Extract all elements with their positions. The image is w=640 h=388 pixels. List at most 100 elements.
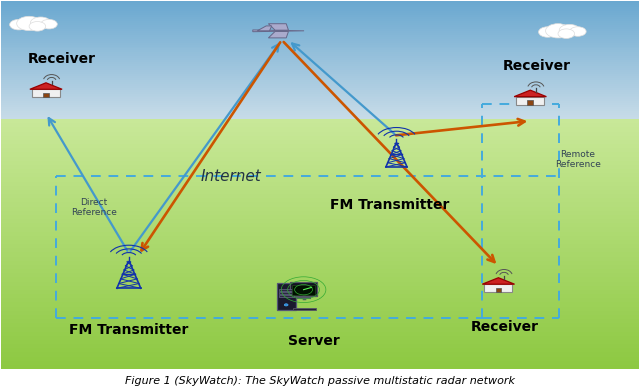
Bar xyxy=(1,232,639,236)
Circle shape xyxy=(30,17,51,29)
Bar xyxy=(1,323,639,327)
Bar xyxy=(1,152,639,157)
Bar xyxy=(1,52,639,54)
Bar xyxy=(1,194,639,198)
Bar xyxy=(1,84,639,86)
Circle shape xyxy=(10,19,28,30)
Bar xyxy=(1,223,639,227)
Bar xyxy=(1,7,639,9)
Bar xyxy=(1,115,639,117)
Bar xyxy=(1,294,639,298)
Bar xyxy=(1,68,639,70)
Bar xyxy=(1,23,639,25)
Bar xyxy=(1,80,639,82)
Bar xyxy=(1,332,639,336)
Bar xyxy=(1,165,639,169)
Bar xyxy=(1,336,639,340)
Bar xyxy=(1,298,639,303)
Circle shape xyxy=(545,24,570,38)
Bar xyxy=(1,117,639,119)
Bar xyxy=(1,50,639,52)
Bar xyxy=(1,206,639,211)
Bar xyxy=(1,15,639,17)
Bar xyxy=(1,66,639,68)
Text: FM Transmitter: FM Transmitter xyxy=(330,198,450,212)
Bar xyxy=(1,97,639,99)
Polygon shape xyxy=(30,83,62,89)
Bar xyxy=(1,215,639,219)
Bar xyxy=(1,101,639,103)
Bar xyxy=(1,236,639,240)
FancyBboxPatch shape xyxy=(276,283,296,310)
Bar xyxy=(1,13,639,15)
Circle shape xyxy=(570,27,586,36)
Bar xyxy=(1,261,639,265)
Bar xyxy=(1,198,639,203)
Bar xyxy=(1,113,639,115)
Bar xyxy=(1,27,639,29)
Text: FM Transmitter: FM Transmitter xyxy=(69,323,189,337)
Bar xyxy=(1,357,639,361)
FancyBboxPatch shape xyxy=(290,282,317,296)
Bar xyxy=(495,288,501,292)
Polygon shape xyxy=(514,90,547,97)
Text: Figure 1 (SkyWatch): The SkyWatch passive multistatic radar network: Figure 1 (SkyWatch): The SkyWatch passiv… xyxy=(125,376,515,386)
Bar xyxy=(1,344,639,348)
Bar xyxy=(1,95,639,97)
Bar xyxy=(1,311,639,315)
Bar xyxy=(1,348,639,352)
Bar xyxy=(1,35,639,37)
FancyBboxPatch shape xyxy=(278,295,294,297)
Bar xyxy=(1,148,639,152)
Text: Receiver: Receiver xyxy=(502,59,571,73)
Bar xyxy=(1,2,639,3)
Bar xyxy=(1,92,639,94)
Bar xyxy=(527,100,533,105)
Bar xyxy=(1,157,639,161)
Bar xyxy=(1,94,639,95)
Bar xyxy=(1,211,639,215)
Bar xyxy=(1,74,639,76)
Circle shape xyxy=(284,304,288,306)
Bar xyxy=(1,253,639,256)
Bar xyxy=(1,111,639,113)
Bar xyxy=(1,21,639,23)
Bar xyxy=(1,64,639,66)
Polygon shape xyxy=(257,26,272,31)
Bar xyxy=(1,70,639,72)
Text: Internet: Internet xyxy=(200,168,261,184)
Bar xyxy=(1,277,639,282)
Text: Receiver: Receiver xyxy=(471,319,539,334)
Bar xyxy=(1,62,639,64)
Bar xyxy=(1,47,639,48)
Bar xyxy=(1,103,639,106)
Bar xyxy=(1,177,639,182)
Bar xyxy=(1,58,639,60)
Circle shape xyxy=(29,22,45,31)
Bar xyxy=(1,31,639,33)
Bar xyxy=(1,82,639,84)
Bar xyxy=(1,107,639,109)
Bar xyxy=(1,173,639,177)
Bar xyxy=(1,190,639,194)
Bar xyxy=(1,19,639,21)
Bar xyxy=(1,29,639,31)
Bar xyxy=(1,227,639,232)
Bar xyxy=(1,109,639,111)
Bar xyxy=(1,25,639,27)
Bar xyxy=(1,54,639,56)
Bar xyxy=(1,72,639,74)
Bar xyxy=(1,99,639,101)
Bar xyxy=(1,37,639,39)
Bar xyxy=(1,41,639,43)
Circle shape xyxy=(17,16,42,31)
Bar xyxy=(1,319,639,323)
Bar xyxy=(484,284,513,292)
Bar xyxy=(1,11,639,13)
Circle shape xyxy=(538,27,557,37)
Bar xyxy=(1,352,639,357)
Bar xyxy=(1,307,639,311)
Bar xyxy=(32,89,60,97)
Bar xyxy=(1,17,639,19)
Bar xyxy=(1,273,639,277)
